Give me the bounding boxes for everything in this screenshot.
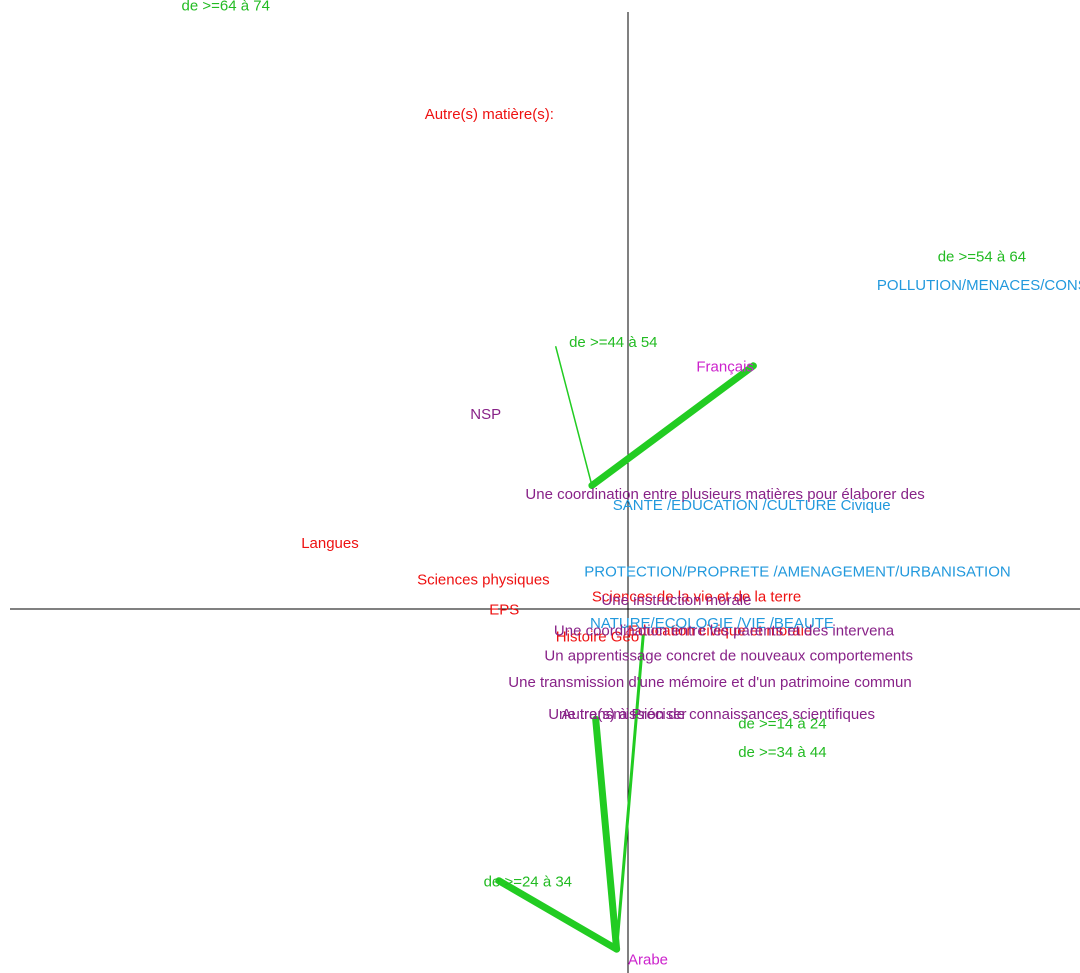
point-label-approach-1: Une coordination entre plusieurs matière… <box>525 486 924 503</box>
point-label-age-1: de >=54 à 64 <box>938 248 1026 265</box>
link-line-1 <box>555 346 593 487</box>
point-label-approach-5: Une transmission d'une mémoire et d'un p… <box>508 674 911 691</box>
point-label-language-1: Arabe <box>628 951 668 968</box>
labels-layer: de >=64 à 74 de >=54 à 64 de >=44 à 54 de >… <box>182 0 1080 968</box>
point-label-approach-7: Autre(s) à Préciser <box>562 706 687 723</box>
point-label-approach-3: Une coordination entre les parents et de… <box>554 623 895 640</box>
point-label-theme-3: NATURE/ECOLOGIE /VIE /BEAUTE <box>590 615 834 632</box>
point-label-subject-4: Sciences de la vie et de la terre <box>592 588 801 605</box>
point-label-subject-6: Histoire Géo <box>556 628 639 645</box>
point-label-age-2: de >=44 à 54 <box>569 334 657 351</box>
point-label-approach-4: Un apprentissage concret de nouveaux com… <box>544 647 913 664</box>
point-label-subject-3: EPS <box>489 602 519 619</box>
link-line-3 <box>592 715 621 953</box>
links-layer <box>495 346 757 953</box>
point-label-subject-0: Autre(s) matière(s): <box>425 106 554 123</box>
link-line-0 <box>588 362 757 489</box>
point-label-approach-6: Une transmission de connaissances scient… <box>548 706 875 723</box>
point-label-age-4: de >=34 à 44 <box>738 744 826 761</box>
point-label-theme-2: PROTECTION/PROPRETE /AMENAGEMENT/URBANIS… <box>584 564 1010 581</box>
point-label-language-0: Français <box>696 359 754 376</box>
point-label-theme-0: POLLUTION/MENACES/CONSEQUENCES <box>877 277 1080 294</box>
point-label-age-0: de >=64 à 74 <box>182 0 270 15</box>
link-line-2 <box>495 877 621 953</box>
point-label-subject-5: Education civique et morale <box>628 623 812 640</box>
point-label-subject-1: Langues <box>301 535 359 552</box>
point-label-subject-2: Sciences physiques <box>417 571 550 588</box>
point-label-approach-0: NSP <box>470 406 501 423</box>
point-label-age-3: de >=14 à 24 <box>738 716 826 733</box>
point-label-approach-2: Une instruction morale <box>601 592 751 609</box>
point-label-age-5: de >=24 à 34 <box>484 873 572 890</box>
point-label-theme-1: SANTE /EDUCATION /CULTURE Civique <box>613 497 891 514</box>
link-line-4 <box>615 634 645 951</box>
